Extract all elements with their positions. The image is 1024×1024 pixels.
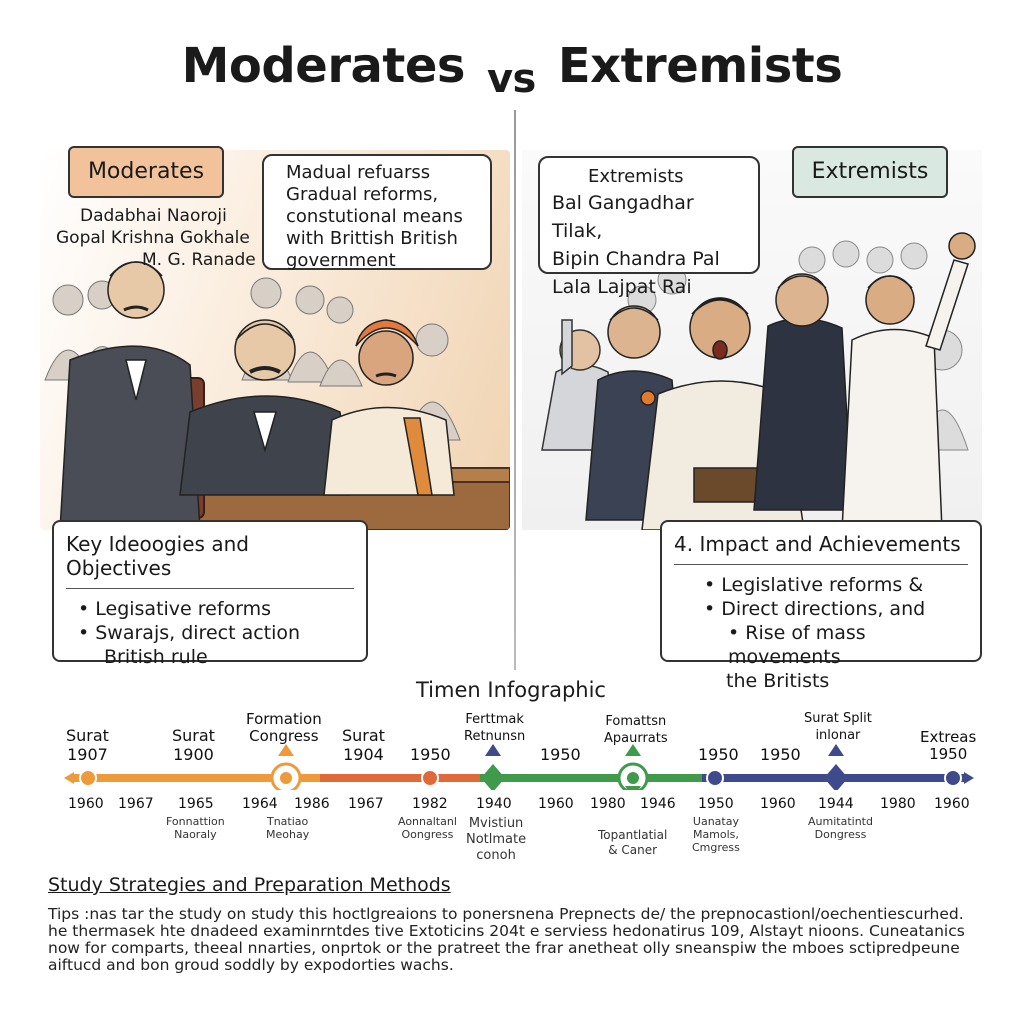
timeline-bar [64, 744, 974, 790]
list-item: Legislative reforms & [674, 573, 968, 597]
center-divider [514, 110, 516, 670]
leader-name: Lala Lajpat Rai [552, 276, 692, 298]
timeline-year: 1980 [590, 796, 626, 812]
list-item: British rule [104, 646, 208, 668]
moderates-figures-drawing [44, 261, 510, 530]
timeline-top-label: 1950 [410, 745, 451, 764]
timeline-year: 1967 [348, 796, 384, 812]
timeline-segment-green [480, 774, 702, 782]
timeline-year: 1960 [68, 796, 104, 812]
timeline-sub-label: Mvistiun Notlmate conoh [466, 816, 527, 863]
speech-line: Gradual reforms, [286, 184, 439, 205]
timeline-top-label: Extreas 1950 [920, 728, 977, 763]
leader-name: Gopal Krishna Gokhale [56, 228, 250, 248]
timeline-top-label: 1950 [698, 745, 739, 764]
timeline-year: 1980 [880, 796, 916, 812]
speech-line: Madual refuarss [286, 162, 431, 183]
timeline-top-label: Surat Split inlonar [804, 711, 872, 743]
timeline-top-label: Ferttmak Retnunsn [464, 712, 526, 744]
ideologies-title: Key Ideoogies and Objectives [66, 532, 354, 589]
timeline-year: 1965 [178, 796, 214, 812]
list-item: the Britists [726, 670, 830, 692]
extremists-tag: Extremists [792, 146, 948, 198]
timeline-top-label: Formation Congress [246, 710, 322, 745]
leader-name: Bal Gangadhar Tilak, [552, 192, 694, 242]
timeline-marker [278, 744, 294, 756]
speech-line: government [286, 250, 396, 271]
timeline-node-core [280, 772, 292, 784]
list-item: Legisative reforms [66, 597, 354, 621]
leader-name: Dadabhai Naoroji [80, 206, 227, 226]
timeline-node [944, 769, 962, 787]
study-strategies-body: Tips :nas tar the study on study this ho… [48, 905, 965, 974]
timeline-sub-label: Aumitatintd Dongress [808, 815, 873, 841]
timeline-top-label: Surat 1904 [342, 726, 385, 764]
speech-line: with Brittish British [286, 228, 458, 249]
leader-name: M. G. Ranade [142, 250, 256, 270]
timeline-top-label: 1950 [760, 745, 801, 764]
timeline-year: 1944 [818, 796, 854, 812]
timeline-top-label: Fomattsn Apaurrats [604, 714, 668, 746]
timeline-diamond [481, 764, 505, 790]
timeline-year: 1946 [640, 796, 676, 812]
extremists-illustration [522, 150, 982, 530]
title-extremists: Extremists [557, 38, 843, 94]
speech-line: constutional means [286, 206, 463, 227]
timeline-sub-label: Aonnaltanl Oongress [398, 815, 457, 841]
timeline-node [421, 769, 439, 787]
timeline-marker [625, 744, 641, 756]
list-item: Rise of mass movements [674, 621, 968, 669]
timeline-sub-label: Topantlatial & Caner [598, 828, 668, 857]
timeline-year: 1960 [934, 796, 970, 812]
extremists-figures-drawing [541, 232, 976, 530]
extremists-speech-bubble: Extremists Bal Gangadhar Tilak, Bipin Ch… [538, 156, 760, 298]
timeline-year: 1986 [294, 796, 330, 812]
ideologies-box: Key Ideoogies and Objectives Legisative … [52, 520, 368, 668]
timeline-top-label: Surat 1907 [66, 726, 109, 764]
list-item: Direct directions, and [674, 597, 968, 621]
timeline-diamond [824, 764, 848, 790]
timeline-segment-red [320, 774, 480, 782]
timeline-year: 1967 [118, 796, 154, 812]
timeline-top-label: Surat 1900 [172, 726, 215, 764]
title-moderates: Moderates [181, 38, 466, 94]
timeline-sub-label: Uanatay Mamols, Cmgress [692, 815, 740, 854]
timeline-marker-down [625, 786, 641, 790]
timeline-year: 1950 [698, 796, 734, 812]
timeline-year: 1960 [538, 796, 574, 812]
timeline-node-core [627, 772, 639, 784]
leader-name: Bipin Chandra Pal [552, 248, 720, 270]
moderates-speech-bubble: Madual refuarss Gradual reforms, constut… [262, 154, 492, 271]
timeline-year: 1960 [760, 796, 796, 812]
timeline-top-label: 1950 [540, 745, 581, 764]
timeline-node [706, 769, 724, 787]
impact-box: 4. Impact and Achievements Legislative r… [660, 520, 982, 692]
timeline-node [79, 769, 97, 787]
timeline-segment-orange [74, 774, 252, 782]
timeline-year: 1940 [476, 796, 512, 812]
timeline-start-arrow [64, 772, 74, 784]
speech-title: Extremists [588, 166, 684, 187]
list-item: Swarajs, direct action [66, 621, 354, 645]
timeline-marker [485, 744, 501, 756]
timeline-title: Timen Infographic [416, 678, 606, 702]
page-title: Moderates vs Extremists [0, 38, 1024, 102]
timeline-sub-label: Tnatiao Meohay [266, 815, 310, 841]
moderates-leaders: Dadabhai Naoroji Gopal Krishna Gokhale M… [56, 205, 256, 271]
title-vs: vs [486, 56, 536, 102]
timeline-end-arrow [964, 772, 974, 784]
study-strategies-title: Study Strategies and Preparation Methods [48, 874, 451, 896]
timeline-year: 1982 [412, 796, 448, 812]
moderates-tag: Moderates [68, 146, 224, 198]
timeline-year: 1964 [242, 796, 278, 812]
timeline-sub-label: Fonnattion Naoraly [166, 815, 225, 841]
impact-title: 4. Impact and Achievements [674, 532, 968, 565]
timeline-marker [828, 744, 844, 756]
